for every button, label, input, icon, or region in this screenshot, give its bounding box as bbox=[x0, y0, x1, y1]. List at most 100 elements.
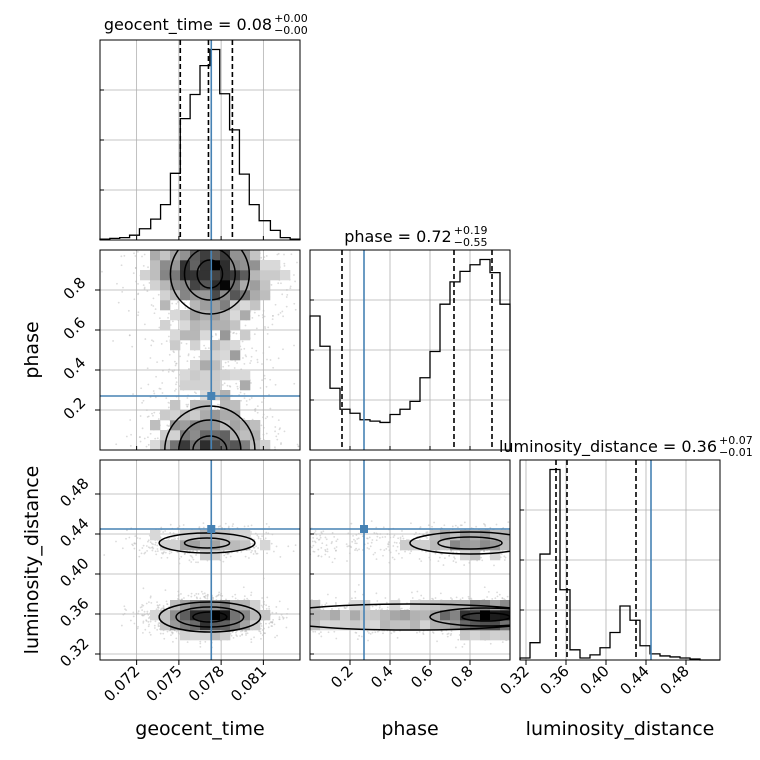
histogram-bar bbox=[410, 401, 420, 450]
scatter-point bbox=[261, 363, 263, 365]
scatter-point bbox=[286, 293, 289, 296]
scatter-point bbox=[255, 349, 258, 352]
scatter-point bbox=[137, 610, 140, 613]
scatter-point bbox=[234, 631, 237, 634]
scatter-point bbox=[220, 592, 223, 595]
density-cell bbox=[210, 320, 221, 331]
density-cell bbox=[250, 280, 261, 291]
scatter-point bbox=[243, 417, 245, 420]
scatter-point bbox=[281, 616, 284, 618]
scatter-point bbox=[274, 446, 276, 449]
scatter-point bbox=[241, 633, 244, 636]
density-cell bbox=[230, 420, 241, 431]
scatter-point bbox=[265, 604, 268, 607]
density-cell bbox=[220, 320, 231, 331]
scatter-point bbox=[175, 383, 177, 386]
scatter-point bbox=[224, 361, 227, 364]
scatter-point bbox=[199, 642, 202, 645]
scatter-point bbox=[277, 357, 280, 360]
scatter-point bbox=[236, 385, 239, 388]
scatter-point bbox=[156, 628, 159, 631]
histogram-bar bbox=[259, 221, 270, 240]
scatter-point bbox=[143, 437, 146, 440]
scatter-point bbox=[178, 562, 181, 565]
scatter-point bbox=[261, 314, 264, 316]
density-cell bbox=[210, 280, 221, 291]
density-cell bbox=[190, 420, 201, 431]
scatter-point bbox=[256, 361, 259, 364]
scatter-point bbox=[222, 365, 225, 368]
scatter-point bbox=[257, 314, 260, 317]
scatter-point bbox=[263, 374, 266, 377]
scatter-point bbox=[240, 368, 243, 371]
scatter-point bbox=[232, 636, 235, 639]
density-cell bbox=[190, 260, 201, 271]
histogram-bar bbox=[500, 304, 510, 450]
scatter-point bbox=[137, 282, 139, 285]
scatter-point bbox=[168, 353, 171, 356]
scatter-point bbox=[280, 442, 282, 444]
scatter-point bbox=[147, 625, 150, 628]
scatter-point bbox=[147, 266, 149, 269]
scatter-point bbox=[167, 370, 170, 373]
scatter-point bbox=[203, 592, 206, 595]
scatter-point bbox=[140, 387, 143, 390]
histogram-bar bbox=[590, 655, 600, 660]
histogram-bar bbox=[480, 260, 490, 450]
density-cell bbox=[220, 330, 231, 341]
scatter-point bbox=[142, 620, 145, 623]
histogram-bar bbox=[161, 205, 171, 240]
scatter-point bbox=[168, 335, 170, 338]
histogram-bar bbox=[530, 643, 540, 660]
scatter-point bbox=[159, 387, 162, 390]
density-cell bbox=[190, 370, 201, 381]
scatter-point bbox=[155, 608, 158, 611]
scatter-point bbox=[241, 340, 244, 343]
density-content bbox=[103, 522, 297, 649]
scatter-point bbox=[157, 293, 160, 296]
scatter-point bbox=[167, 425, 170, 428]
density-cell bbox=[220, 260, 231, 271]
scatter-point bbox=[177, 632, 180, 634]
scatter-point bbox=[266, 332, 269, 335]
density-cell bbox=[210, 420, 221, 431]
scatter-point bbox=[274, 430, 276, 433]
histogram-bar bbox=[610, 632, 620, 660]
density-cell bbox=[210, 310, 221, 321]
scatter-point bbox=[264, 417, 267, 420]
scatter-point bbox=[153, 624, 156, 627]
scatter-point bbox=[275, 606, 278, 608]
scatter-point bbox=[185, 403, 188, 406]
scatter-point bbox=[250, 594, 252, 597]
scatter-point bbox=[265, 622, 267, 625]
density-cell bbox=[170, 290, 181, 301]
scatter-point bbox=[250, 591, 253, 594]
scatter-point bbox=[152, 390, 155, 392]
scatter-point bbox=[120, 624, 123, 627]
scatter-point bbox=[169, 523, 172, 526]
scatter-point bbox=[173, 360, 176, 363]
density-cell bbox=[220, 280, 231, 291]
scatter-point bbox=[136, 250, 139, 253]
density-cell bbox=[210, 370, 221, 381]
density-cell bbox=[200, 320, 211, 331]
density-cell bbox=[240, 380, 251, 391]
scatter-point bbox=[157, 622, 160, 625]
scatter-point bbox=[175, 388, 177, 391]
scatter-point bbox=[256, 405, 259, 408]
histogram-bar bbox=[170, 173, 180, 240]
density-cell bbox=[250, 290, 261, 301]
scatter-point bbox=[272, 619, 275, 621]
scatter-point bbox=[163, 637, 166, 640]
scatter-point bbox=[242, 586, 245, 589]
scatter-point bbox=[117, 301, 120, 304]
scatter-point bbox=[244, 354, 247, 357]
scatter-point bbox=[195, 592, 198, 595]
histogram-bar bbox=[220, 94, 230, 240]
scatter-point bbox=[153, 392, 156, 395]
scatter-point bbox=[141, 427, 144, 430]
histogram-step bbox=[309, 258, 511, 450]
scatter-point bbox=[293, 274, 295, 276]
scatter-point bbox=[206, 597, 209, 600]
scatter-point bbox=[226, 384, 229, 387]
